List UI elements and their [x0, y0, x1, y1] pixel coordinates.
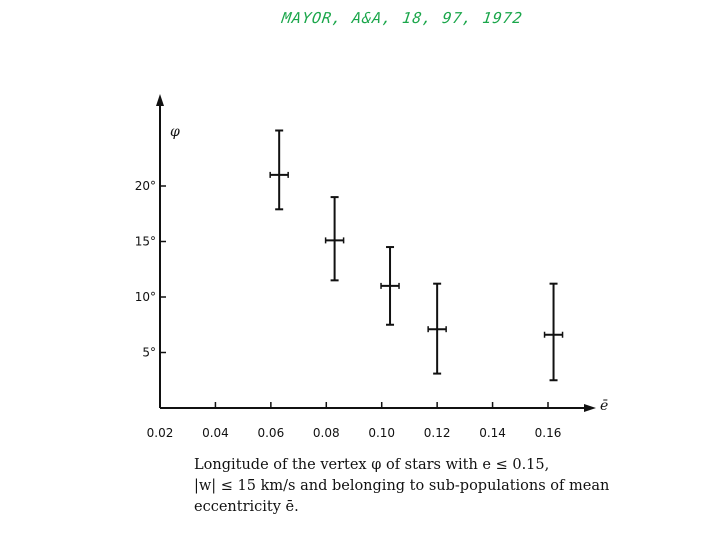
x-tick-label: 0.16 [535, 426, 562, 440]
y-tick-label: 5° [142, 346, 156, 360]
axes: ēφ [156, 94, 608, 414]
x-tick-label: 0.08 [313, 426, 340, 440]
caption-line-1: Longitude of the vertex φ of stars with … [194, 457, 550, 473]
y-tick-label: 20° [135, 179, 156, 193]
caption-line-3: eccentricity ē. [194, 499, 299, 515]
x-axis-label: ē [600, 398, 608, 414]
y-axis-label: φ [170, 124, 180, 140]
y-axis-arrow [156, 94, 164, 106]
caption-line-2: |w| ≤ 15 km/s and belonging to sub-popul… [194, 478, 610, 494]
x-tick-label: 0.02 [147, 426, 174, 440]
data-point [324, 196, 345, 282]
x-axis-ticks: 0.02 0.04 0.06 0.08 0.10 0.12 0.14 0.16 [147, 402, 562, 440]
x-tick-label: 0.06 [257, 426, 284, 440]
data-point [269, 129, 289, 211]
x-axis-arrow [584, 404, 596, 412]
x-tick-label: 0.14 [479, 426, 506, 440]
data-points [269, 129, 564, 382]
x-tick-label: 0.12 [424, 426, 451, 440]
y-tick-label: 10° [135, 290, 156, 304]
data-point [427, 282, 447, 375]
x-tick-label: 0.10 [368, 426, 395, 440]
figure-caption: Longitude of the vertex φ of stars with … [194, 455, 634, 518]
data-point [543, 282, 564, 382]
y-axis-ticks: 5° 10° 15° 20° [135, 179, 166, 360]
data-point [380, 246, 400, 326]
x-tick-label: 0.04 [202, 426, 229, 440]
y-tick-label: 15° [135, 235, 156, 249]
